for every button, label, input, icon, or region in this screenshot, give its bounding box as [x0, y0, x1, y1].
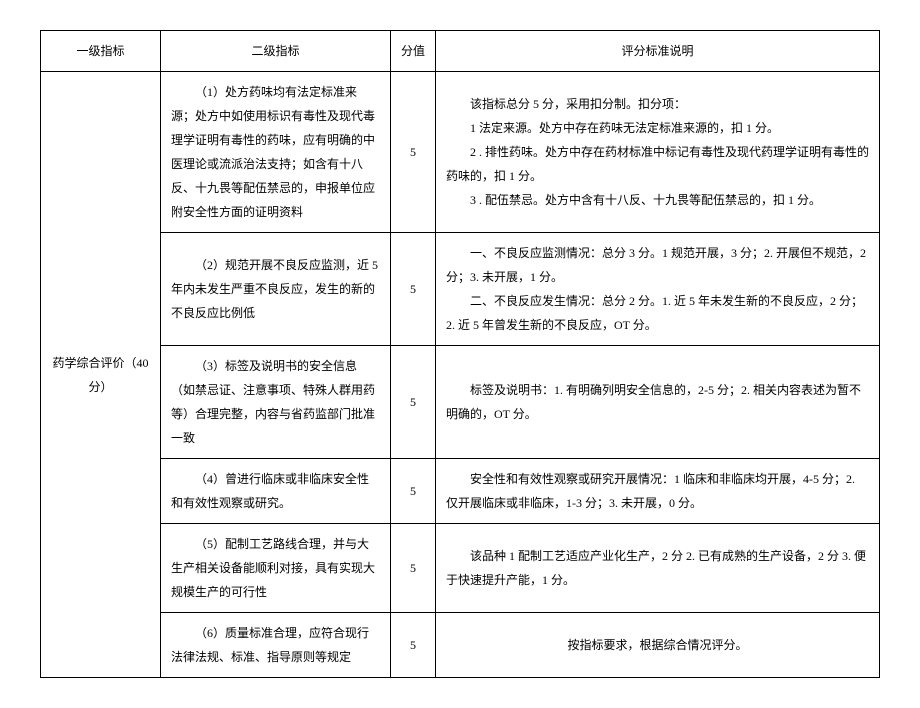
evaluation-table: 一级指标 二级指标 分值 评分标准说明 药学综合评价（40 分） （1）处方药味…	[40, 30, 880, 678]
table-row: （4）曾进行临床或非临床安全性和有效性观察或研究。 5 安全性和有效性观察或研究…	[41, 459, 880, 524]
header-score: 分值	[391, 31, 436, 72]
score-cell: 5	[391, 346, 436, 459]
level2-cell: （3）标签及说明书的安全信息（如禁忌证、注意事项、特殊人群用药等）合理完整，内容…	[161, 346, 391, 459]
level2-cell: （5）配制工艺路线合理，并与大生产相关设备能顺利对接，具有实现大规模生产的可行性	[161, 524, 391, 613]
table-row: （3）标签及说明书的安全信息（如禁忌证、注意事项、特殊人群用药等）合理完整，内容…	[41, 346, 880, 459]
level2-cell: （1）处方药味均有法定标准来源；处方中如使用标识有毒性及现代毒理学证明有毒性的药…	[161, 72, 391, 233]
score-cell: 5	[391, 613, 436, 678]
header-level1: 一级指标	[41, 31, 161, 72]
table-row: （5）配制工艺路线合理，并与大生产相关设备能顺利对接，具有实现大规模生产的可行性…	[41, 524, 880, 613]
level2-cell: （2）规范开展不良反应监测，近 5 年内未发生严重不良反应，发生的新的不良反应比…	[161, 233, 391, 346]
desc-cell: 标签及说明书：1. 有明确列明安全信息的，2-5 分；2. 相关内容表述为暂不明…	[436, 346, 880, 459]
desc-cell: 该品种 1 配制工艺适应产业化生产，2 分 2. 已有成熟的生产设备，2 分 3…	[436, 524, 880, 613]
header-row: 一级指标 二级指标 分值 评分标准说明	[41, 31, 880, 72]
desc-cell: 按指标要求，根据综合情况评分。	[436, 613, 880, 678]
score-cell: 5	[391, 459, 436, 524]
score-cell: 5	[391, 524, 436, 613]
level1-cell: 药学综合评价（40 分）	[41, 72, 161, 678]
level2-cell: （6）质量标准合理，应符合现行法律法规、标准、指导原则等规定	[161, 613, 391, 678]
table-row: （2）规范开展不良反应监测，近 5 年内未发生严重不良反应，发生的新的不良反应比…	[41, 233, 880, 346]
desc-cell: 该指标总分 5 分，采用扣分制。扣分项： 1 法定来源。处方中存在药味无法定标准…	[436, 72, 880, 233]
score-cell: 5	[391, 233, 436, 346]
header-level2: 二级指标	[161, 31, 391, 72]
desc-cell: 安全性和有效性观察或研究开展情况：1 临床和非临床均开展，4-5 分；2. 仅开…	[436, 459, 880, 524]
score-cell: 5	[391, 72, 436, 233]
table-row: 药学综合评价（40 分） （1）处方药味均有法定标准来源；处方中如使用标识有毒性…	[41, 72, 880, 233]
level2-cell: （4）曾进行临床或非临床安全性和有效性观察或研究。	[161, 459, 391, 524]
table-row: （6）质量标准合理，应符合现行法律法规、标准、指导原则等规定 5 按指标要求，根…	[41, 613, 880, 678]
header-desc: 评分标准说明	[436, 31, 880, 72]
desc-cell: 一、不良反应监测情况：总分 3 分。1 规范开展，3 分；2. 开展但不规范，2…	[436, 233, 880, 346]
